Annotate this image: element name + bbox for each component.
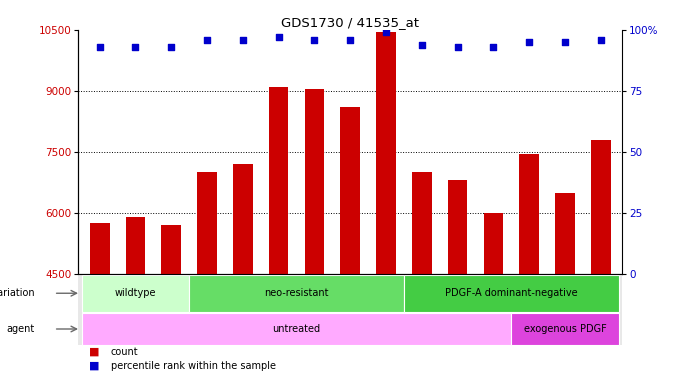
Bar	[269, 87, 288, 274]
Bar	[520, 154, 539, 274]
Point	[381, 30, 392, 36]
Point	[488, 44, 499, 50]
Point	[201, 37, 212, 43]
Point	[524, 39, 534, 45]
Text: ■: ■	[89, 347, 99, 357]
Text: untreated: untreated	[273, 324, 320, 334]
Bar	[483, 213, 503, 274]
Text: agent: agent	[6, 324, 35, 334]
Point	[345, 37, 356, 43]
Point	[309, 37, 320, 43]
Point	[237, 37, 248, 43]
Bar	[197, 172, 217, 274]
Bar	[591, 140, 611, 274]
Point	[273, 34, 284, 40]
Bar	[305, 89, 324, 274]
Bar	[233, 164, 253, 274]
Point	[95, 44, 105, 50]
Text: ■: ■	[89, 361, 99, 371]
Bar	[189, 274, 404, 312]
Point	[416, 42, 427, 48]
Bar	[447, 180, 467, 274]
Text: count: count	[111, 347, 139, 357]
Text: percentile rank within the sample: percentile rank within the sample	[111, 361, 276, 371]
Bar	[376, 32, 396, 274]
Bar	[82, 314, 511, 345]
Bar	[404, 274, 619, 312]
Bar	[82, 274, 189, 312]
Bar	[341, 107, 360, 274]
Bar	[161, 225, 181, 274]
Text: exogenous PDGF: exogenous PDGF	[524, 324, 607, 334]
Bar	[511, 314, 619, 345]
Point	[452, 44, 463, 50]
Text: genotype/variation: genotype/variation	[0, 288, 35, 298]
Text: PDGF-A dominant-negative: PDGF-A dominant-negative	[445, 288, 577, 298]
Bar	[555, 192, 575, 274]
Title: GDS1730 / 41535_at: GDS1730 / 41535_at	[282, 16, 419, 29]
Point	[560, 39, 571, 45]
Point	[130, 44, 141, 50]
Point	[595, 37, 606, 43]
Bar	[412, 172, 432, 274]
Text: wildtype: wildtype	[115, 288, 156, 298]
Bar	[126, 217, 146, 274]
Point	[166, 44, 177, 50]
Bar	[90, 223, 109, 274]
Text: neo-resistant: neo-resistant	[265, 288, 328, 298]
